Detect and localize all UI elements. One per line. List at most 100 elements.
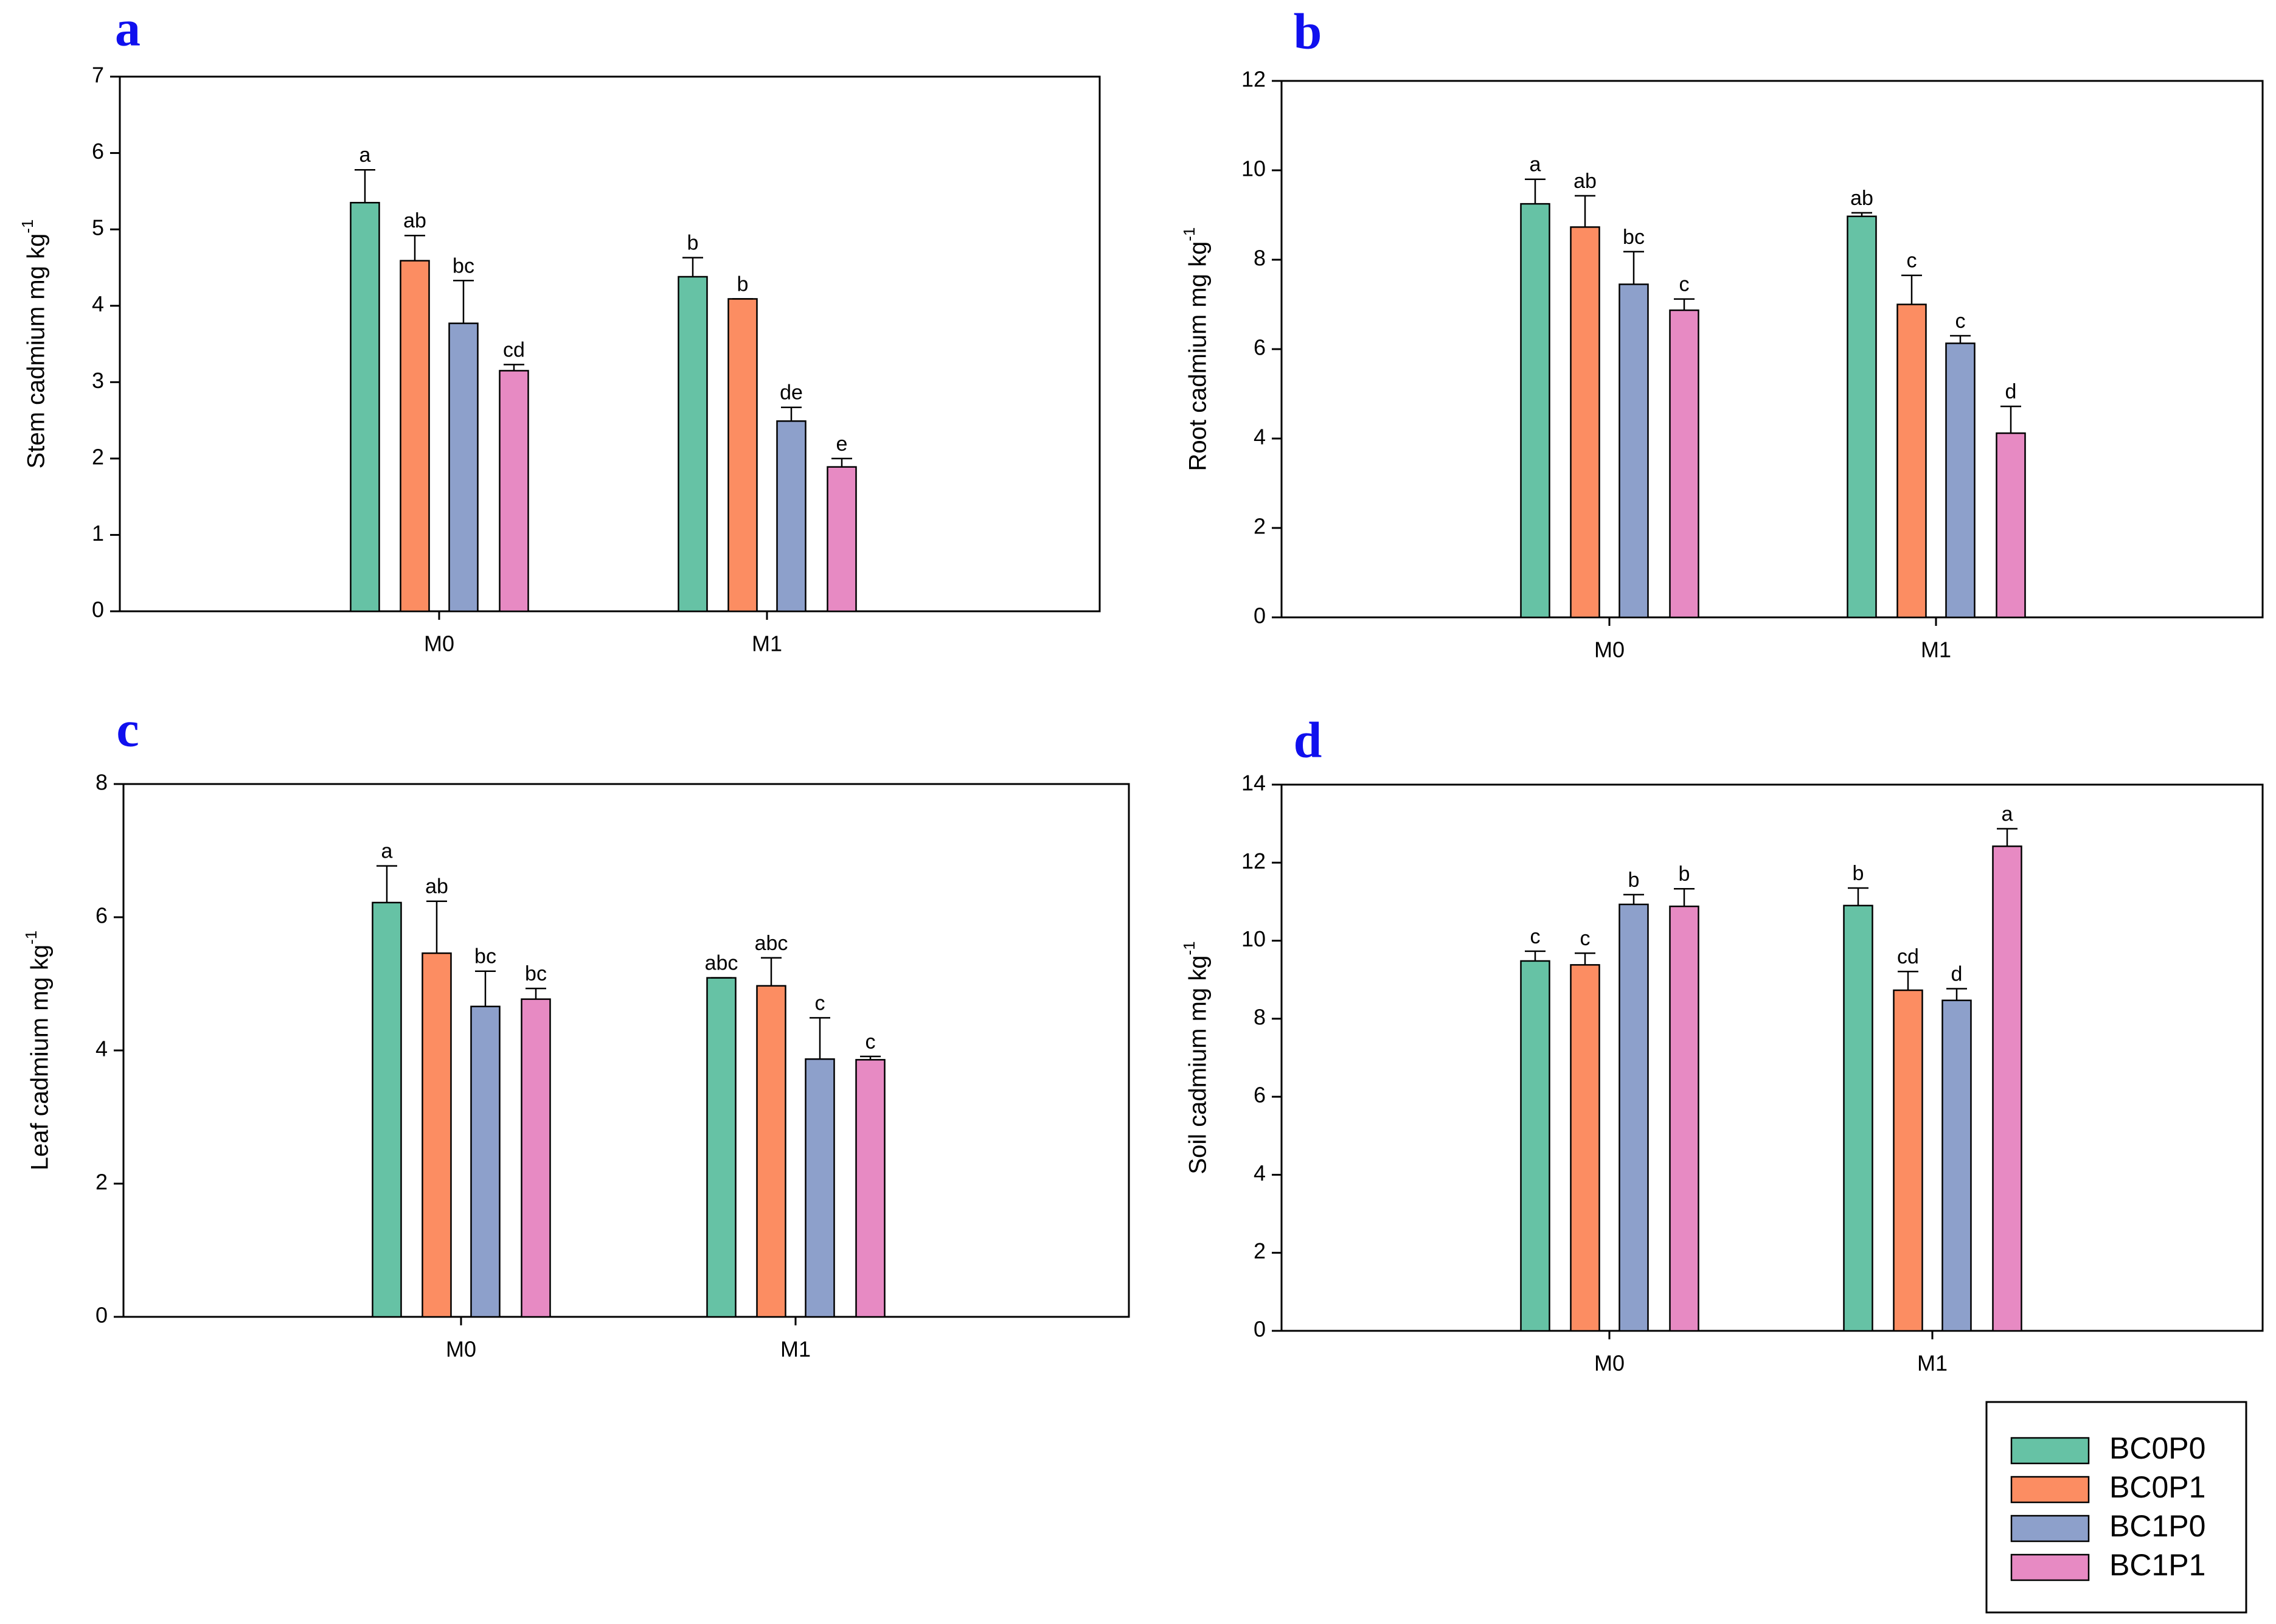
- bar-BC0P0-M1: [706, 977, 737, 1318]
- bar-BC0P0-M1: [1843, 904, 1873, 1332]
- y-axis-title: Soil cadmium mg kg-1: [1180, 941, 1212, 1174]
- bar-BC0P0-M0: [372, 901, 402, 1318]
- bar-BC1P1-M0: [521, 998, 551, 1318]
- bar-BC1P0-M0: [448, 322, 479, 612]
- y-tick-label: 2: [1254, 1238, 1266, 1263]
- bar-BC0P0-M1: [1847, 215, 1877, 619]
- significance-letter: ab: [1573, 170, 1597, 193]
- y-tick-label: 8: [1254, 1004, 1266, 1029]
- bar-BC1P0-M1: [805, 1058, 835, 1318]
- x-tick-label: M0: [1594, 637, 1625, 662]
- significance-letter: e: [836, 432, 848, 456]
- y-axis-title: Leaf cadmium mg kg-1: [22, 931, 54, 1170]
- bar-BC0P1-M1: [1896, 304, 1927, 619]
- y-tick-label: 4: [1254, 425, 1266, 449]
- y-tick-label: 4: [92, 291, 104, 316]
- y-tick-label: 1: [92, 521, 104, 546]
- panel-a: a 0 1 2 3 4 5 6 7 Stem cadmium mg kg-1 M0 a ab bc cd M1…: [18, 0, 1101, 656]
- y-axis-title-superscript: -1: [22, 931, 40, 945]
- bar-BC0P1-M0: [1570, 226, 1600, 619]
- y-tick-label: 3: [92, 368, 104, 393]
- legend-swatch-BC0P1: [2010, 1476, 2090, 1504]
- significance-letter: cd: [503, 338, 525, 361]
- y-tick-label: 4: [95, 1036, 108, 1061]
- bar-BC0P1-M0: [400, 260, 430, 612]
- significance-letter: bc: [525, 962, 547, 985]
- x-tick-label: M1: [1921, 637, 1951, 662]
- x-tick-label: M1: [780, 1337, 811, 1362]
- significance-letter: c: [1955, 310, 1966, 333]
- significance-letter: c: [1907, 249, 1917, 272]
- bar-BC0P0-M0: [350, 201, 380, 612]
- significance-letter: c: [866, 1030, 876, 1053]
- panel-c: c 0 2 4 6 8 Leaf cadmium mg kg-1 M0 a ab bc bc M1 abc…: [22, 701, 1130, 1362]
- legend-swatch-BC1P1: [2010, 1553, 2090, 1581]
- bar-BC1P1-M1: [827, 466, 857, 612]
- significance-letter: bc: [1623, 226, 1645, 249]
- y-tick-label: 6: [1254, 1083, 1266, 1108]
- y-tick-label: 0: [1254, 603, 1266, 628]
- significance-letter: abc: [755, 932, 788, 955]
- x-tick-label: M0: [1594, 1351, 1625, 1376]
- plot-frame: [119, 75, 1101, 612]
- significance-letter: de: [780, 381, 803, 404]
- significance-letter: b: [1853, 862, 1864, 885]
- bar-BC1P0-M1: [776, 420, 807, 612]
- legend: BC0P0 BC0P1 BC1P0 BC1P1: [1985, 1401, 2247, 1614]
- plot-frame: [1280, 783, 2264, 1332]
- significance-letter: c: [815, 991, 825, 1015]
- bar-BC1P1-M0: [1669, 309, 1699, 619]
- bar-BC0P0-M0: [1520, 203, 1550, 619]
- significance-letter: ab: [403, 209, 426, 232]
- legend-label-BC0P0: BC0P0: [2109, 1431, 2205, 1465]
- y-tick-label: 12: [1241, 67, 1266, 92]
- y-tick-label: 2: [1254, 514, 1266, 539]
- y-tick-label: 0: [95, 1303, 108, 1328]
- bar-BC1P1-M1: [1992, 845, 2022, 1332]
- significance-letter: c: [1580, 927, 1591, 950]
- bar-BC1P0-M1: [1941, 999, 1972, 1332]
- panel-letter: b: [1294, 3, 1322, 60]
- y-tick-label: 14: [1241, 771, 1266, 796]
- y-tick-label: 8: [95, 770, 108, 795]
- significance-letter: a: [1530, 153, 1541, 176]
- bar-BC0P1-M1: [1893, 989, 1923, 1332]
- y-tick-label: 0: [92, 597, 104, 622]
- y-tick-label: 4: [1254, 1161, 1266, 1185]
- y-axis-title: Root cadmium mg kg-1: [1180, 227, 1212, 471]
- significance-letter: b: [737, 272, 749, 296]
- bar-BC1P0-M0: [1619, 903, 1649, 1332]
- y-axis-title-superscript: -1: [1180, 227, 1198, 241]
- y-tick-label: 2: [92, 444, 104, 469]
- legend-swatch-BC1P0: [2010, 1515, 2090, 1542]
- bar-BC0P1-M1: [727, 298, 758, 612]
- significance-letter: bc: [474, 945, 496, 968]
- y-tick-label: 5: [92, 215, 104, 240]
- bar-BC1P1-M1: [855, 1059, 886, 1318]
- bar-BC0P1-M0: [1570, 964, 1600, 1332]
- bar-BC0P1-M0: [422, 952, 452, 1318]
- x-tick-label: M1: [1917, 1351, 1948, 1376]
- significance-letter: a: [2002, 802, 2013, 825]
- plot-frame: [1280, 80, 2264, 619]
- x-tick-label: M0: [446, 1337, 476, 1362]
- significance-letter: d: [1951, 962, 1963, 985]
- legend-label-BC1P1: BC1P1: [2109, 1548, 2205, 1582]
- y-tick-label: 6: [1254, 335, 1266, 360]
- significance-letter: c: [1530, 925, 1541, 948]
- legend-label-BC0P1: BC0P1: [2109, 1470, 2205, 1504]
- panel-d: d 0 2 4 6 8 10 12 14 Soil cadmium mg kg-1 M0 c c b b M1…: [1180, 712, 2264, 1376]
- panel-b: b 0 2 4 6 8 10 12 Root cadmium mg kg-1 M0 a ab bc c M1…: [1180, 3, 2264, 662]
- x-tick-label: M1: [752, 631, 782, 656]
- y-axis-title-superscript: -1: [18, 220, 36, 234]
- significance-letter: ab: [425, 875, 448, 898]
- significance-letter: c: [1679, 273, 1690, 296]
- y-tick-label: 12: [1241, 848, 1266, 873]
- y-axis-title: Stem cadmium mg kg-1: [18, 220, 50, 469]
- y-tick-label: 6: [92, 139, 104, 164]
- y-tick-label: 8: [1254, 246, 1266, 271]
- y-tick-label: 0: [1254, 1317, 1266, 1342]
- significance-letter: bc: [453, 254, 474, 277]
- y-tick-label: 6: [95, 903, 108, 928]
- y-tick-label: 2: [95, 1170, 108, 1195]
